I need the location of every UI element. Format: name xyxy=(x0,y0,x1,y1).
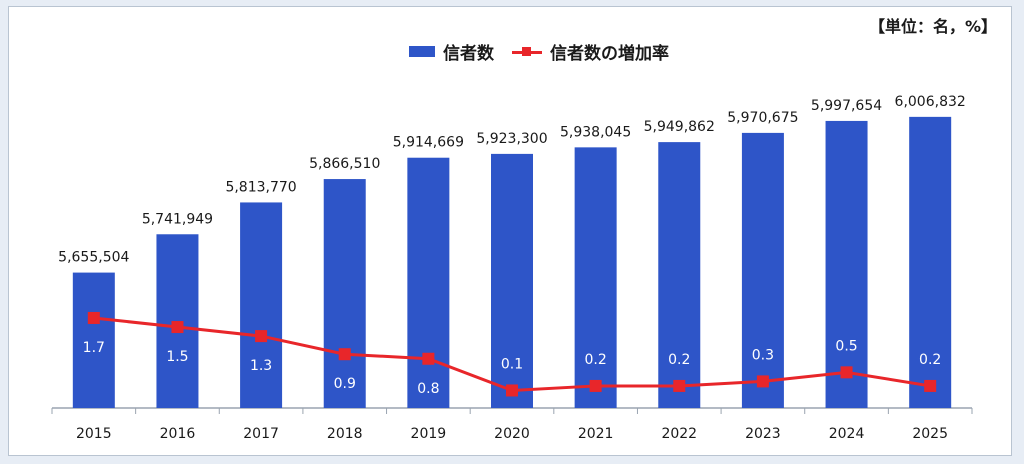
bar-value-label: 6,006,832 xyxy=(895,94,966,110)
rate-value-label: 0.2 xyxy=(919,352,941,368)
rate-marker xyxy=(589,379,602,392)
rate-marker xyxy=(338,348,351,361)
rate-value-label: 0.2 xyxy=(668,352,690,368)
rate-value-label: 1.7 xyxy=(83,340,105,356)
rate-value-label: 0.8 xyxy=(417,381,439,397)
rate-value-label: 0.2 xyxy=(585,352,607,368)
x-tick-label: 2018 xyxy=(327,426,363,442)
x-tick-label: 2020 xyxy=(494,426,530,442)
rate-value-label: 0.9 xyxy=(334,376,356,392)
bar-value-label: 5,655,504 xyxy=(58,250,129,266)
bar-value-label: 5,923,300 xyxy=(476,131,547,147)
bar xyxy=(658,142,701,408)
bar xyxy=(825,120,868,409)
rate-marker xyxy=(924,379,937,392)
bar xyxy=(909,116,952,409)
x-tick-label: 2025 xyxy=(912,426,948,442)
rate-marker xyxy=(171,321,184,334)
bar-value-label: 5,997,654 xyxy=(811,98,882,114)
bar-value-label: 5,970,675 xyxy=(727,110,798,126)
bar xyxy=(741,132,784,408)
rate-marker xyxy=(673,379,686,392)
bar-value-label: 5,813,770 xyxy=(225,179,296,195)
legend-item-line: 信者数の増加率 xyxy=(512,39,669,64)
bar-value-label: 5,866,510 xyxy=(309,156,380,172)
x-tick-label: 2015 xyxy=(76,426,112,442)
rate-marker xyxy=(422,352,435,365)
bar xyxy=(72,272,115,408)
legend-item-bars: 信者数 xyxy=(409,39,494,64)
x-tick-label: 2023 xyxy=(745,426,781,442)
unit-label: 【単位：名，%】 xyxy=(868,17,997,36)
bar-value-label: 5,741,949 xyxy=(142,211,213,227)
rate-value-label: 1.5 xyxy=(166,349,188,365)
bar-value-label: 5,938,045 xyxy=(560,124,631,140)
legend-bar-swatch xyxy=(409,46,435,57)
bar xyxy=(240,202,283,408)
rate-value-label: 0.5 xyxy=(835,338,857,354)
rate-marker xyxy=(506,384,518,397)
rate-marker xyxy=(840,366,853,379)
x-tick-label: 2021 xyxy=(578,426,614,442)
x-tick-label: 2024 xyxy=(829,426,865,442)
rate-value-label: 1.3 xyxy=(250,358,272,374)
x-tick-label: 2022 xyxy=(661,426,697,442)
bar xyxy=(574,147,617,408)
bar xyxy=(491,153,533,408)
rate-value-label: 0.3 xyxy=(752,347,774,363)
legend-bar-label: 信者数 xyxy=(443,44,494,64)
legend-line-swatch xyxy=(512,45,542,59)
legend: 信者数 信者数の増加率 xyxy=(409,39,687,64)
x-tick-label: 2016 xyxy=(160,426,196,442)
bar-value-label: 5,949,862 xyxy=(644,119,715,135)
rate-marker xyxy=(756,375,769,388)
rate-marker xyxy=(87,311,100,324)
rate-value-label: 0.1 xyxy=(501,356,523,372)
bar xyxy=(407,157,450,408)
bar xyxy=(323,179,366,408)
rate-marker xyxy=(255,330,268,343)
legend-line-label: 信者数の増加率 xyxy=(550,44,669,64)
bar-value-label: 5,914,669 xyxy=(393,135,464,151)
x-tick-label: 2017 xyxy=(243,426,279,442)
x-tick-label: 2019 xyxy=(411,426,447,442)
